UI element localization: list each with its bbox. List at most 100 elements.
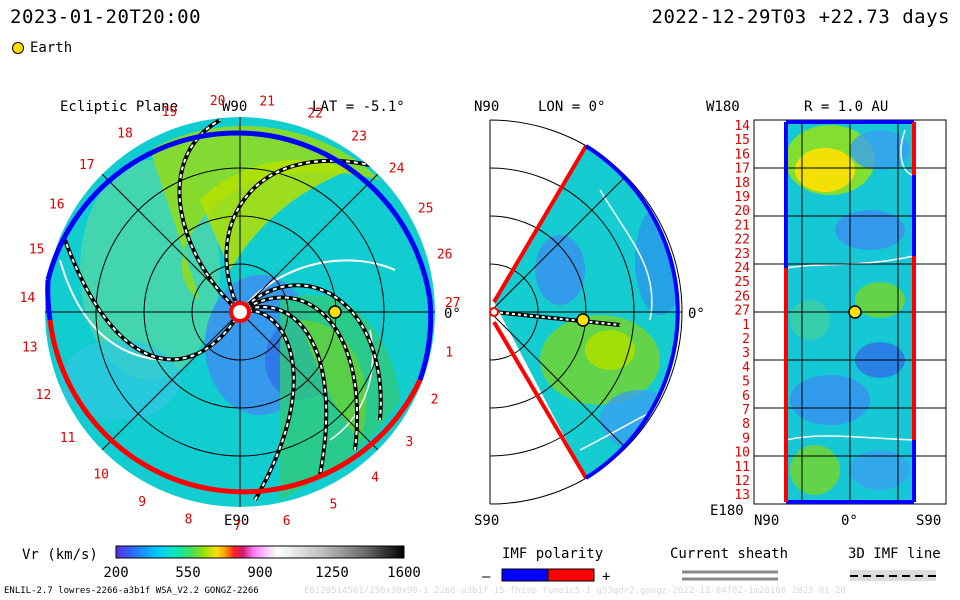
synoptic-row-label: 27: [734, 304, 750, 319]
ecliptic-right-label: 0°: [444, 306, 461, 322]
synoptic-row-label: 4: [742, 360, 750, 375]
synoptic-row-label: 20: [734, 204, 750, 219]
meridional-top-label: N90: [474, 99, 499, 115]
synoptic-row-label: 13: [734, 488, 750, 503]
model-datetime: 2023-01-20T20:00: [10, 6, 202, 28]
synoptic-title: R = 1.0 AU: [804, 99, 888, 115]
ecliptic-tick-label: 19: [162, 105, 178, 120]
ecliptic-tick-label: 8: [185, 513, 193, 528]
imf-polarity-legend: IMF polarity – +: [482, 546, 610, 585]
meridional-bottom-label: S90: [474, 513, 499, 529]
meridional-earth-marker: [576, 313, 590, 327]
synoptic-row-label: 19: [734, 190, 750, 205]
synoptic-row-label: 14: [734, 119, 750, 134]
ecliptic-tick-label: 9: [138, 495, 146, 510]
synoptic-row-label: 21: [734, 218, 750, 233]
synoptic-panel: W180 R = 1.0 AU E180 N90 0° S90: [706, 99, 947, 529]
ecliptic-tick-label: 14: [20, 291, 36, 306]
run-footer: E0120514501/256x30x90-1 2266-a3b1f-15-fh…: [304, 586, 846, 596]
model-footer: ENLIL-2.7 lowres-2266-a3b1f WSA_V2.2 GON…: [4, 586, 259, 596]
ecliptic-tick-label: 6: [283, 514, 291, 529]
ecliptic-bottom-label: E90: [224, 513, 249, 529]
synoptic-row-label: 2: [742, 332, 750, 347]
ecliptic-tick-label: 5: [329, 497, 337, 512]
ecliptic-tick-label: 2: [431, 393, 439, 408]
meridional-sun-icon: [489, 307, 499, 317]
ecliptic-tick-label: 26: [437, 247, 453, 262]
synoptic-row-label: 24: [734, 261, 750, 276]
ecliptic-tick-label: 24: [389, 162, 405, 177]
ecliptic-tick-label: 4: [371, 471, 379, 486]
ecliptic-tick-label: 1: [445, 345, 453, 360]
earth-marker: [328, 305, 342, 319]
synoptic-row-label: 22: [734, 233, 750, 248]
imf-line-title: 3D IMF line: [848, 546, 941, 562]
meridional-field: [494, 146, 678, 478]
earth-legend: Earth: [12, 40, 72, 56]
ecliptic-tick-label: 16: [49, 197, 65, 212]
meridional-right-label: 0°: [688, 306, 705, 322]
ecliptic-tick-label: 10: [93, 468, 109, 483]
synoptic-row-label: 11: [734, 460, 750, 475]
ecliptic-tick-label: 15: [29, 243, 45, 258]
ecliptic-tick-label: 11: [60, 431, 76, 446]
colorbar-tick-550: 550: [175, 565, 200, 581]
synoptic-row-label: 5: [742, 375, 750, 390]
meridional-plane-panel: N90 LON = 0° S90 0°: [474, 99, 705, 529]
ecliptic-tick-label: 7: [234, 519, 242, 534]
earth-icon: [12, 42, 24, 54]
synoptic-row-labels: 1415161718192021222324252627123456789101…: [734, 119, 750, 503]
meridional-lon: LON = 0°: [538, 99, 605, 115]
ecliptic-tick-label: 20: [210, 94, 226, 109]
synoptic-earth-marker: [848, 305, 862, 319]
colorbar-tick-1600: 1600: [387, 565, 421, 581]
imf-line-legend: 3D IMF line: [848, 546, 941, 581]
ecliptic-title: Ecliptic Plane: [60, 99, 178, 115]
synoptic-row-label: 6: [742, 389, 750, 404]
imf-minus-label: –: [482, 569, 491, 585]
ecliptic-tick-label: 22: [307, 107, 323, 122]
imf-polarity-title: IMF polarity: [502, 546, 603, 562]
ecliptic-tick-label: 21: [259, 95, 275, 110]
velocity-colorbar: Vr (km/s) 200 550 900 1250 1600: [22, 545, 421, 581]
current-sheath-title: Current sheath: [670, 546, 788, 562]
synoptic-top-left: W180: [706, 99, 740, 115]
run-datetime: 2022-12-29T03 +22.73 days: [651, 6, 950, 28]
earth-legend-label: Earth: [30, 40, 73, 56]
synoptic-row-label: 7: [742, 403, 750, 418]
synoptic-x-label-0: 0°: [841, 513, 858, 529]
synoptic-row-label: 10: [734, 446, 750, 461]
synoptic-row-label: 1: [742, 318, 750, 333]
synoptic-row-label: 16: [734, 147, 750, 162]
colorbar-label: Vr (km/s): [22, 547, 98, 563]
ecliptic-tick-label: 13: [22, 341, 38, 356]
synoptic-row-label: 23: [734, 247, 750, 262]
ecliptic-tick-label: 3: [405, 435, 413, 450]
synoptic-row-label: 25: [734, 275, 750, 290]
colorbar-tick-1250: 1250: [315, 565, 349, 581]
sun-icon: [229, 301, 251, 323]
colorbar-tick-200: 200: [103, 565, 128, 581]
ecliptic-tick-label: 25: [418, 202, 434, 217]
synoptic-row-label: 12: [734, 474, 750, 489]
synoptic-row-label: 17: [734, 162, 750, 177]
ecliptic-lat: LAT = -5.1°: [312, 99, 405, 115]
synoptic-row-label: 15: [734, 133, 750, 148]
synoptic-row-label: 8: [742, 417, 750, 432]
ecliptic-tick-labels: 20 21222324252627123456789101112131415161…: [20, 94, 461, 534]
ecliptic-tick-label: 17: [79, 158, 95, 173]
ecliptic-tick-label: 12: [36, 388, 52, 403]
ecliptic-field: [45, 117, 435, 507]
ecliptic-top-label: W90: [222, 99, 247, 115]
colorbar-tick-900: 900: [247, 565, 272, 581]
synoptic-row-label: 3: [742, 346, 750, 361]
synoptic-row-label: 26: [734, 289, 750, 304]
ecliptic-tick-label: 27: [445, 296, 461, 311]
synoptic-row-label: 9: [742, 431, 750, 446]
ecliptic-plane-panel: Ecliptic Plane LAT = -5.1° W90 E90 0°: [20, 94, 461, 534]
synoptic-bottom-left: E180: [710, 503, 744, 519]
synoptic-x-label-s90: S90: [916, 513, 941, 529]
synoptic-row-label: 18: [734, 176, 750, 191]
ecliptic-tick-label: 18: [117, 127, 133, 142]
